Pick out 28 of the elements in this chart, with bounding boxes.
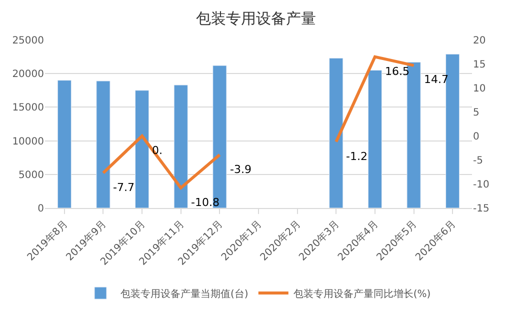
y-tick-label: 20000	[12, 69, 44, 80]
y-tick-label: 25000	[12, 36, 44, 46]
chart-title: 包装专用设备产量	[196, 9, 316, 28]
data-label: -1.2	[346, 150, 368, 163]
y2-tick-label: 20	[473, 36, 486, 46]
y-tick-label: 10000	[12, 136, 44, 148]
bar	[368, 70, 382, 208]
bar	[96, 80, 110, 208]
bar	[174, 84, 188, 208]
bar	[135, 90, 150, 208]
y-tick-label: 15000	[12, 102, 44, 114]
legend-label: 包装专用设备产量当期值(台)	[120, 288, 248, 300]
y2-tick-label: -10	[473, 180, 490, 190]
legend-label: 包装专用设备产量同比增长(%)	[293, 288, 431, 300]
y2-tick-label: -5	[473, 156, 483, 166]
y-tick-label: 5000	[18, 170, 44, 181]
bar	[406, 62, 421, 208]
bar	[329, 58, 344, 208]
y2-tick-label: -15	[473, 204, 490, 214]
data-label: -7.7	[113, 181, 134, 194]
y2-tick-label: 5	[473, 108, 480, 118]
bar	[446, 54, 460, 208]
y2-tick-label: 10	[473, 84, 486, 94]
y2-tick-label: 0	[473, 132, 480, 142]
data-label: -3.9	[230, 163, 252, 176]
y2-tick-label: 15	[473, 60, 486, 70]
y-tick-label: 0	[38, 204, 44, 214]
bar	[57, 80, 72, 208]
